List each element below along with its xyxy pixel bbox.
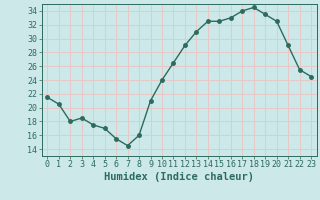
X-axis label: Humidex (Indice chaleur): Humidex (Indice chaleur) xyxy=(104,172,254,182)
